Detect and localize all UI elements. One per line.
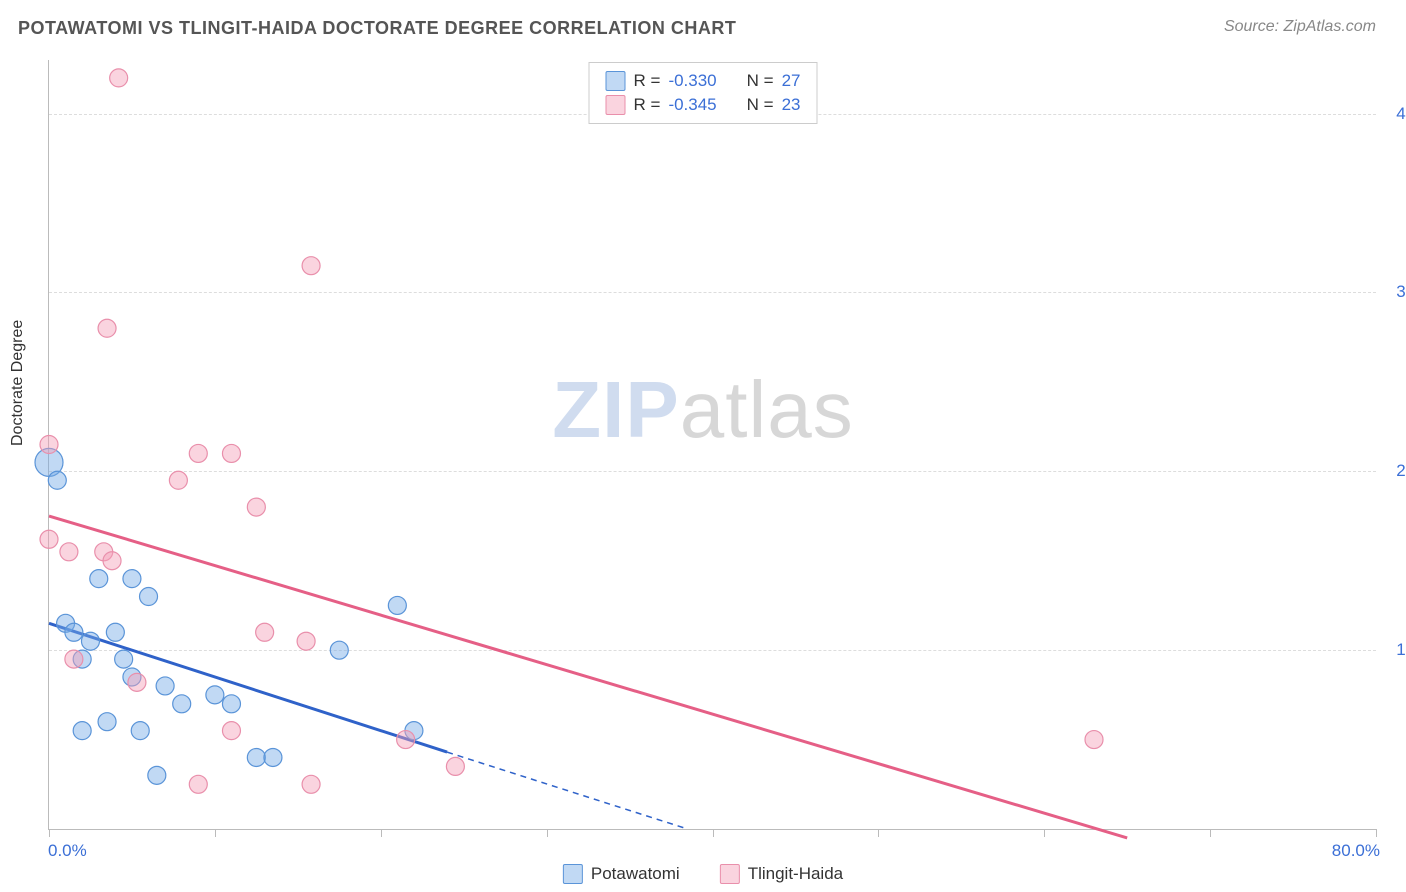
data-point-potawatomi [48, 471, 66, 489]
x-tick [1044, 829, 1045, 837]
series-legend-label: Potawatomi [591, 864, 680, 884]
x-tick [1376, 829, 1377, 837]
x-tick [878, 829, 879, 837]
data-point-potawatomi [65, 623, 83, 641]
data-point-tlingit_haida [189, 775, 207, 793]
y-tick-label: 3.0% [1380, 282, 1406, 302]
legend-row-potawatomi: R = -0.330 N = 27 [606, 69, 801, 93]
legend-r-label: R = [634, 71, 661, 91]
data-point-potawatomi [264, 748, 282, 766]
data-point-tlingit_haida [40, 530, 58, 548]
data-point-potawatomi [81, 632, 99, 650]
data-point-tlingit_haida [446, 757, 464, 775]
data-point-tlingit_haida [302, 775, 320, 793]
y-tick-label: 4.0% [1380, 104, 1406, 124]
data-point-tlingit_haida [256, 623, 274, 641]
legend-r-label: R = [634, 95, 661, 115]
chart-title: POTAWATOMI VS TLINGIT-HAIDA DOCTORATE DE… [18, 18, 736, 39]
trendline-potawatomi [49, 623, 447, 752]
data-point-potawatomi [148, 766, 166, 784]
data-point-tlingit_haida [128, 673, 146, 691]
chart-container: POTAWATOMI VS TLINGIT-HAIDA DOCTORATE DE… [0, 0, 1406, 892]
data-point-tlingit_haida [169, 471, 187, 489]
x-tick-label: 0.0% [48, 841, 87, 861]
data-point-tlingit_haida [247, 498, 265, 516]
x-tick [1210, 829, 1211, 837]
series-legend-label: Tlingit-Haida [748, 864, 843, 884]
legend-r-value: -0.345 [668, 95, 716, 115]
data-point-potawatomi [73, 722, 91, 740]
x-tick [547, 829, 548, 837]
data-point-tlingit_haida [65, 650, 83, 668]
data-point-tlingit_haida [103, 552, 121, 570]
legend-n-label: N = [747, 71, 774, 91]
data-point-potawatomi [131, 722, 149, 740]
data-point-potawatomi [140, 588, 158, 606]
data-point-potawatomi [123, 570, 141, 588]
legend-n-label: N = [747, 95, 774, 115]
legend-swatch-icon [563, 864, 583, 884]
correlation-legend: R = -0.330 N = 27 R = -0.345 N = 23 [589, 62, 818, 124]
x-tick [713, 829, 714, 837]
x-tick [215, 829, 216, 837]
data-point-potawatomi [115, 650, 133, 668]
legend-n-value: 27 [782, 71, 801, 91]
chart-svg-layer [49, 60, 1376, 829]
legend-row-tlingit_haida: R = -0.345 N = 23 [606, 93, 801, 117]
series-legend-item-potawatomi: Potawatomi [563, 864, 680, 884]
y-axis-title: Doctorate Degree [9, 320, 27, 446]
data-point-tlingit_haida [1085, 731, 1103, 749]
data-point-potawatomi [222, 695, 240, 713]
trendline-ext-potawatomi [447, 752, 688, 829]
data-point-potawatomi [206, 686, 224, 704]
data-point-potawatomi [90, 570, 108, 588]
source-attribution: Source: ZipAtlas.com [1224, 18, 1376, 36]
data-point-tlingit_haida [40, 436, 58, 454]
data-point-tlingit_haida [60, 543, 78, 561]
x-tick-label: 80.0% [1320, 841, 1380, 861]
data-point-tlingit_haida [110, 69, 128, 87]
data-point-potawatomi [98, 713, 116, 731]
data-point-potawatomi [388, 596, 406, 614]
data-point-tlingit_haida [98, 319, 116, 337]
data-point-potawatomi [330, 641, 348, 659]
scatter-plot-area [48, 60, 1376, 830]
data-point-potawatomi [106, 623, 124, 641]
legend-n-value: 23 [782, 95, 801, 115]
data-point-potawatomi [173, 695, 191, 713]
legend-r-value: -0.330 [668, 71, 716, 91]
data-point-tlingit_haida [297, 632, 315, 650]
data-point-tlingit_haida [302, 257, 320, 275]
x-tick [381, 829, 382, 837]
data-point-potawatomi [156, 677, 174, 695]
data-point-tlingit_haida [222, 444, 240, 462]
x-tick [49, 829, 50, 837]
series-legend: Potawatomi Tlingit-Haida [563, 864, 843, 884]
legend-swatch-icon [720, 864, 740, 884]
data-point-tlingit_haida [189, 444, 207, 462]
legend-swatch-icon [606, 95, 626, 115]
legend-swatch-icon [606, 71, 626, 91]
y-tick-label: 2.0% [1380, 461, 1406, 481]
y-tick-label: 1.0% [1380, 640, 1406, 660]
series-legend-item-tlingit_haida: Tlingit-Haida [720, 864, 843, 884]
data-point-potawatomi [247, 748, 265, 766]
data-point-tlingit_haida [397, 731, 415, 749]
data-point-tlingit_haida [222, 722, 240, 740]
